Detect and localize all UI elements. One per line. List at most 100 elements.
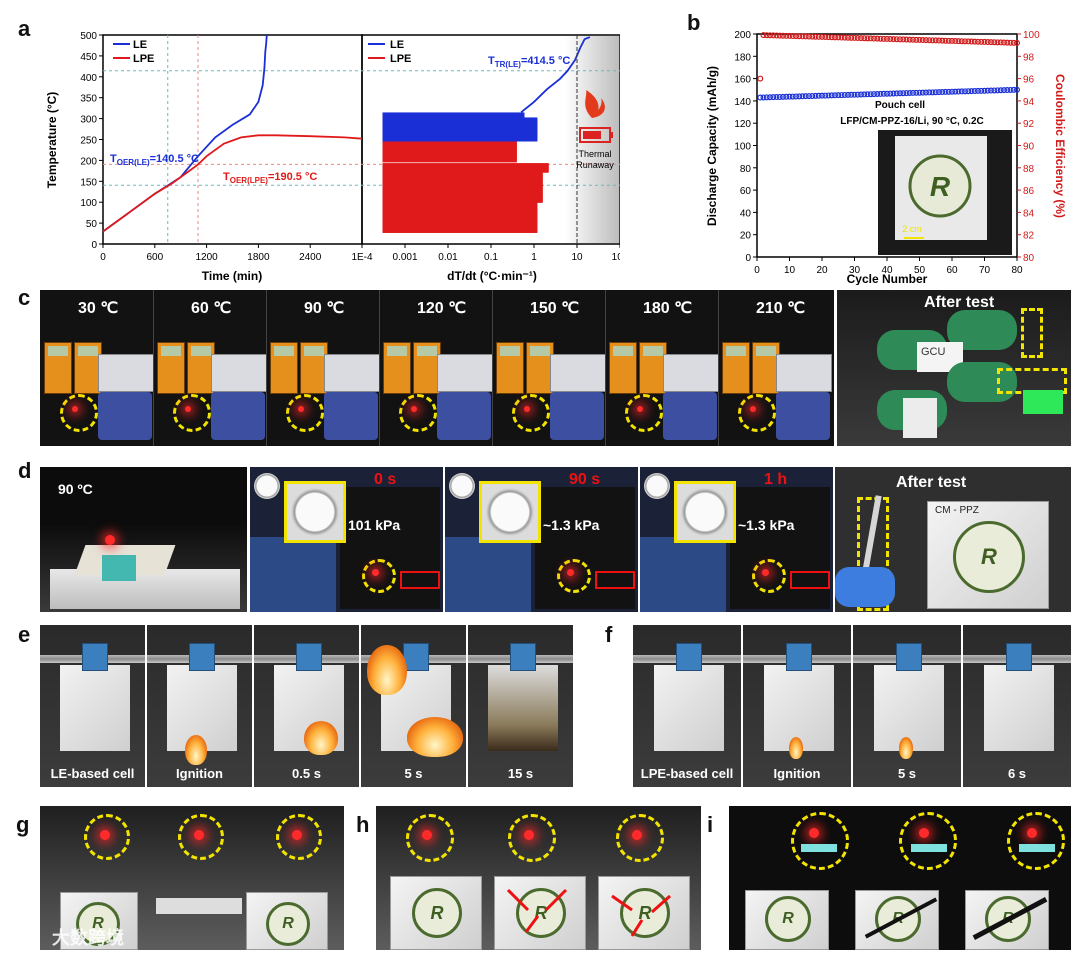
d-pressure-label: ~1.3 kPa xyxy=(543,517,600,533)
d-oven-window xyxy=(535,487,635,609)
b-ce-point xyxy=(864,35,871,42)
pouch-cell xyxy=(874,665,944,751)
h-logo-1: R xyxy=(412,888,462,938)
b-capacity-point xyxy=(880,90,887,97)
a-right-bar-lpe xyxy=(382,219,538,223)
b-note-2: LFP/CM-PPZ-16/Li, 90 °C, 0.2C xyxy=(840,116,983,127)
panel-label-e: e xyxy=(18,622,31,647)
a-left-ytick-label: 350 xyxy=(80,94,97,105)
b-capacity-point xyxy=(1010,86,1017,93)
d-temp-label: 90 ºC xyxy=(58,481,93,497)
b-ce-point xyxy=(887,36,894,43)
c-temp-label: 90 ℃ xyxy=(304,300,345,317)
b-ce-point xyxy=(955,38,962,45)
b-capacity-point xyxy=(897,90,904,97)
b-capacity-point xyxy=(766,94,773,101)
i-photo: R R R xyxy=(729,806,1071,950)
b-ce-point xyxy=(949,37,956,44)
a-right-bar-lpe xyxy=(382,228,538,232)
b-capacity-point xyxy=(919,89,926,96)
b-capacity-point xyxy=(861,91,868,98)
a-left-legend-lpe: LPE xyxy=(133,53,154,65)
b-y2tick-label: 84 xyxy=(1023,208,1035,219)
panel-label-b: b xyxy=(687,10,701,35)
c-multimeter xyxy=(44,342,72,394)
b-capacity-point xyxy=(828,92,835,99)
i-cell-3 xyxy=(1019,844,1055,852)
c-multimeter xyxy=(270,342,298,394)
c-hotplate xyxy=(550,392,604,440)
a-left-ytick-label: 100 xyxy=(80,198,97,209)
b-capacity-point xyxy=(841,91,848,98)
b-ce-point xyxy=(945,37,952,44)
c-hotplate xyxy=(98,392,152,440)
b-capacity-point xyxy=(913,89,920,96)
a-right-bar-lpe xyxy=(382,196,543,200)
chart-b: 0204060801001201401601802008082848688909… xyxy=(705,30,1067,285)
a-left-xtick-label: 2400 xyxy=(299,252,322,263)
d-time-label: 90 s xyxy=(569,471,601,488)
a-right-bar-lpe xyxy=(382,218,538,222)
b-y2tick-label: 90 xyxy=(1023,142,1035,153)
b-capacity-point xyxy=(805,93,812,100)
b-ce-point xyxy=(936,37,943,44)
a-right-xtick-label: 1 xyxy=(531,252,537,263)
d-highlight xyxy=(362,559,396,593)
b-ytick-label: 160 xyxy=(734,75,751,86)
b-ce-point xyxy=(766,32,773,39)
b-scale-label: 2 cm xyxy=(902,224,922,234)
a-right-bar-le xyxy=(382,112,525,117)
a-right-bar-lpe xyxy=(382,143,517,148)
b-ce-point xyxy=(776,32,783,39)
b-ce-point xyxy=(848,34,855,41)
b-capacity-point xyxy=(773,94,780,101)
b-y2tick-label: 96 xyxy=(1023,75,1035,86)
e-frame: LE-based cell xyxy=(40,625,145,787)
c-device xyxy=(776,354,832,392)
a-left-ytick-label: 150 xyxy=(80,177,97,188)
a-annot-oer-le: TOER(LE)=140.5 °C xyxy=(110,153,199,167)
a-right-xtick-label: 0.01 xyxy=(438,252,458,263)
c-frame: 30 ℃ xyxy=(40,290,154,446)
b-ce-point xyxy=(802,33,809,40)
d-highlight xyxy=(752,559,786,593)
b-ce-point xyxy=(861,35,868,42)
b-ce-point xyxy=(1010,39,1017,46)
a-left-frame xyxy=(102,34,363,245)
c-multimeter xyxy=(383,342,411,394)
b-ce-point xyxy=(871,35,878,42)
b-ce-point xyxy=(786,32,793,39)
a-right-bar-lpe xyxy=(382,173,543,177)
b-ce-point xyxy=(1014,39,1021,46)
b-ce-point xyxy=(958,38,965,45)
a-left-ytick-label: 450 xyxy=(80,52,97,63)
b-capacity-point xyxy=(916,89,923,96)
c-temp-label: 150 ℃ xyxy=(530,300,580,317)
b-capacity-point xyxy=(971,88,978,95)
c-highlight xyxy=(60,394,98,432)
c-screen xyxy=(1023,390,1063,414)
a-right-le-curve xyxy=(520,36,591,114)
e-frame: 15 s xyxy=(468,625,573,787)
b-note-1: Pouch cell xyxy=(875,100,925,111)
flame-icon xyxy=(899,737,913,759)
a-right-bar-lpe xyxy=(382,163,549,167)
a-right-bar-lpe xyxy=(382,204,538,208)
b-ytick-label: 140 xyxy=(734,97,751,108)
b-ce-point xyxy=(910,36,917,43)
c-led-icon xyxy=(298,406,304,412)
b-ce-point xyxy=(828,34,835,41)
b-ce-point xyxy=(832,34,839,41)
c-frame: 120 ℃ xyxy=(379,290,493,446)
b-y2tick-label: 92 xyxy=(1023,119,1035,130)
b-capacity-point xyxy=(835,92,842,99)
b-capacity-point xyxy=(838,92,845,99)
b-capacity-point xyxy=(900,90,907,97)
d-oven-window xyxy=(340,487,440,609)
g-led-icon-2 xyxy=(194,830,204,840)
b-ytick-label: 60 xyxy=(740,186,752,197)
b-ce-point xyxy=(994,39,1001,46)
i-cell-1 xyxy=(801,844,837,852)
b-capacity-point xyxy=(988,87,995,94)
a-right-bar-lpe xyxy=(382,213,538,217)
